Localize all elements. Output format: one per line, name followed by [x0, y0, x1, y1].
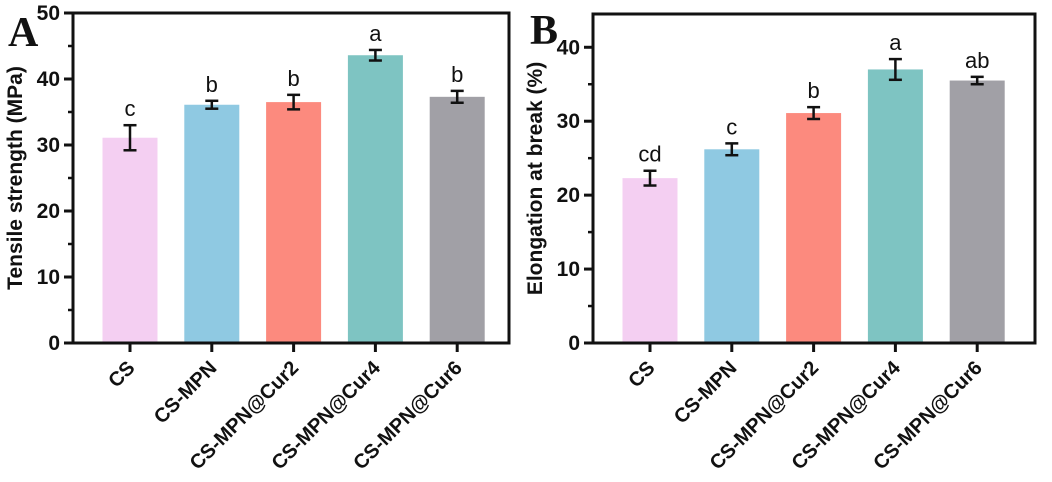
error-bar-CS-MPN@Cur2 [287, 93, 301, 111]
y-tick-label-0: 0 [48, 332, 60, 355]
y-tick-label-10: 10 [37, 266, 60, 289]
bar-CS [102, 137, 158, 343]
error-bar-CS-MPN [205, 99, 219, 110]
error-bar-CS [123, 123, 137, 152]
y-tick-label-40: 40 [557, 36, 580, 59]
error-bar-CS-MPN@Cur6 [450, 89, 464, 105]
bar-CS-MPN@Cur2 [266, 102, 322, 343]
y-tick-label-40: 40 [37, 68, 60, 91]
significance-label-CS: c [125, 96, 136, 121]
bar-CS-MPN@Cur4 [347, 55, 403, 344]
y-tick-label-20: 20 [37, 200, 60, 223]
bar-CS-MPN [704, 149, 760, 343]
bar-CS-MPN [184, 104, 240, 344]
panel-label-B: B [530, 8, 558, 54]
error-bar-CS-MPN [725, 142, 739, 157]
significance-label-CS-MPN@Cur6: ab [965, 48, 989, 73]
y-axis-label-A: Tensile strength (MPa) [4, 66, 27, 290]
x-category-label-CS-MPN: CS-MPN [670, 357, 741, 428]
bar-CS-MPN@Cur6 [949, 80, 1005, 343]
bar-CS [622, 178, 678, 343]
x-category-label-CS: CS [624, 357, 659, 392]
bar-CS-MPN@Cur4 [867, 69, 923, 344]
y-tick-label-20: 20 [557, 184, 580, 207]
y-tick-label-30: 30 [557, 110, 580, 133]
panel-label-A: A [8, 10, 39, 56]
significance-label-CS-MPN: c [726, 114, 737, 139]
significance-label-CS-MPN@Cur2: b [807, 78, 819, 103]
y-tick-label-10: 10 [557, 258, 580, 281]
y-axis-label-B: Elongation at break (%) [524, 62, 547, 295]
significance-label-CS-MPN@Cur6: b [451, 62, 463, 87]
y-tick-label-0: 0 [568, 332, 580, 355]
error-bar-CS [643, 169, 657, 187]
y-tick-label-50: 50 [37, 2, 60, 25]
error-bar-CS-MPN@Cur2 [807, 105, 821, 121]
bar-CS-MPN@Cur2 [786, 113, 842, 343]
significance-label-CS-MPN@Cur4: a [889, 30, 902, 55]
error-bar-CS-MPN@Cur6 [970, 75, 984, 86]
significance-label-CS: cd [638, 142, 661, 167]
error-bar-CS-MPN@Cur4 [888, 57, 902, 82]
x-category-label-CS: CS [104, 357, 139, 392]
y-tick-label-30: 30 [37, 134, 60, 157]
bar-CS-MPN@Cur6 [429, 96, 485, 343]
x-category-label-CS-MPN: CS-MPN [150, 357, 221, 428]
error-bar-CS-MPN@Cur4 [368, 48, 382, 62]
significance-label-CS-MPN: b [206, 72, 218, 97]
significance-label-CS-MPN@Cur4: a [369, 21, 382, 46]
significance-label-CS-MPN@Cur2: b [287, 66, 299, 91]
